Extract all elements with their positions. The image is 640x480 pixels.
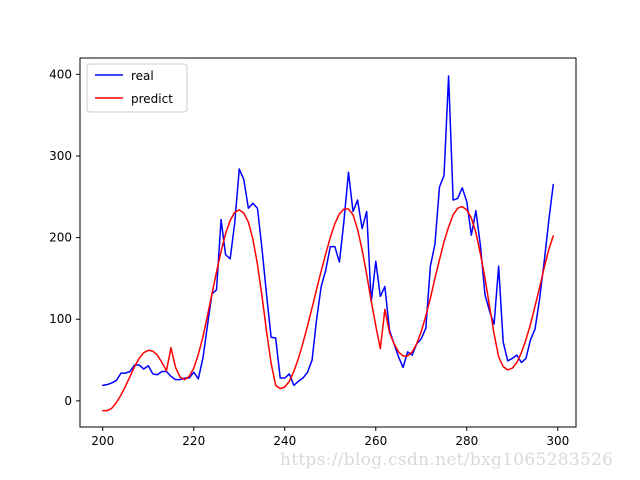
- x-tick-label: 260: [364, 434, 387, 448]
- legend-label-real: real: [131, 69, 154, 83]
- y-axis: 0 100 200 300 400: [49, 67, 80, 408]
- x-tick-label: 200: [91, 434, 114, 448]
- y-tick-label: 200: [49, 231, 72, 245]
- watermark-text: https://blog.csdn.net/bxg1065283526: [280, 450, 614, 470]
- legend: real predict: [86, 63, 188, 113]
- legend-label-predict: predict: [131, 92, 173, 106]
- y-tick-label: 0: [64, 394, 72, 408]
- plot-lines: [102, 75, 554, 412]
- legend-box: [86, 63, 188, 113]
- x-tick-label: 240: [273, 434, 296, 448]
- x-axis: 200 220 240 260 280 300: [91, 427, 569, 448]
- x-tick-label: 280: [455, 434, 478, 448]
- y-tick-label: 400: [49, 67, 72, 81]
- series-line-predict: [102, 205, 554, 412]
- x-tick-label: 300: [546, 434, 569, 448]
- y-tick-label: 100: [49, 312, 72, 326]
- x-tick-label: 220: [182, 434, 205, 448]
- plot-frame: [79, 57, 577, 428]
- series-line-real: [102, 75, 554, 387]
- y-tick-label: 300: [49, 149, 72, 163]
